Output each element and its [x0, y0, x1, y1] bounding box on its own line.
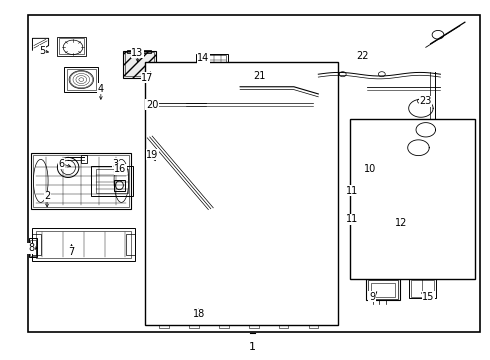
Bar — [355, 216, 366, 225]
Bar — [127, 50, 151, 53]
Bar — [32, 234, 41, 255]
Bar — [361, 176, 385, 195]
Bar — [81, 155, 87, 163]
Text: 23: 23 — [419, 96, 432, 106]
Bar — [29, 238, 37, 257]
Text: 10: 10 — [364, 164, 376, 174]
Text: 3: 3 — [113, 159, 119, 169]
Bar — [255, 256, 267, 262]
Bar — [150, 262, 328, 321]
Text: 12: 12 — [395, 218, 408, 228]
Text: 1: 1 — [249, 342, 256, 352]
Bar — [36, 231, 131, 258]
Text: 6: 6 — [59, 159, 65, 169]
Text: 13: 13 — [131, 48, 144, 58]
Bar — [30, 239, 36, 256]
Bar — [59, 39, 84, 54]
Text: 20: 20 — [146, 100, 158, 110]
Bar — [57, 37, 86, 56]
Bar — [388, 185, 399, 194]
Bar — [31, 153, 131, 209]
Bar — [279, 321, 289, 328]
Bar — [123, 51, 156, 78]
Bar — [366, 279, 400, 300]
Bar — [168, 256, 180, 262]
Bar — [197, 55, 226, 71]
Bar — [33, 155, 129, 207]
Bar — [152, 264, 326, 320]
Text: 22: 22 — [356, 51, 368, 61]
Bar — [91, 166, 133, 196]
Text: 14: 14 — [197, 53, 210, 63]
Text: 18: 18 — [193, 310, 205, 319]
Text: 2: 2 — [44, 191, 50, 201]
Bar — [125, 52, 154, 76]
Bar — [368, 280, 398, 299]
Bar — [196, 54, 228, 72]
Bar — [27, 15, 480, 332]
Bar — [126, 234, 135, 255]
Bar — [67, 69, 96, 90]
Bar — [360, 175, 387, 196]
Bar — [371, 283, 395, 297]
Bar — [189, 321, 199, 328]
Text: 7: 7 — [69, 247, 74, 257]
Bar — [219, 321, 229, 328]
Text: 11: 11 — [346, 186, 359, 196]
Bar — [249, 321, 259, 328]
Text: 17: 17 — [141, 73, 153, 83]
Bar — [145, 62, 338, 325]
Bar — [386, 211, 398, 221]
Bar — [159, 321, 169, 328]
Bar — [32, 228, 135, 261]
Text: 11: 11 — [346, 215, 359, 224]
Text: 8: 8 — [28, 243, 34, 253]
Bar — [96, 169, 128, 193]
Bar — [309, 321, 318, 328]
Bar — [350, 119, 475, 279]
Text: 19: 19 — [146, 150, 158, 160]
Bar — [411, 280, 434, 297]
Text: 9: 9 — [369, 292, 375, 302]
Bar — [409, 279, 436, 298]
Bar — [64, 67, 98, 92]
Text: 21: 21 — [253, 71, 266, 81]
Text: 4: 4 — [98, 84, 104, 94]
Polygon shape — [32, 39, 49, 50]
Bar — [114, 180, 125, 191]
Text: 16: 16 — [114, 164, 126, 174]
Bar — [212, 256, 223, 262]
Text: 5: 5 — [39, 46, 46, 56]
Text: 15: 15 — [422, 292, 435, 302]
Bar — [298, 256, 310, 262]
